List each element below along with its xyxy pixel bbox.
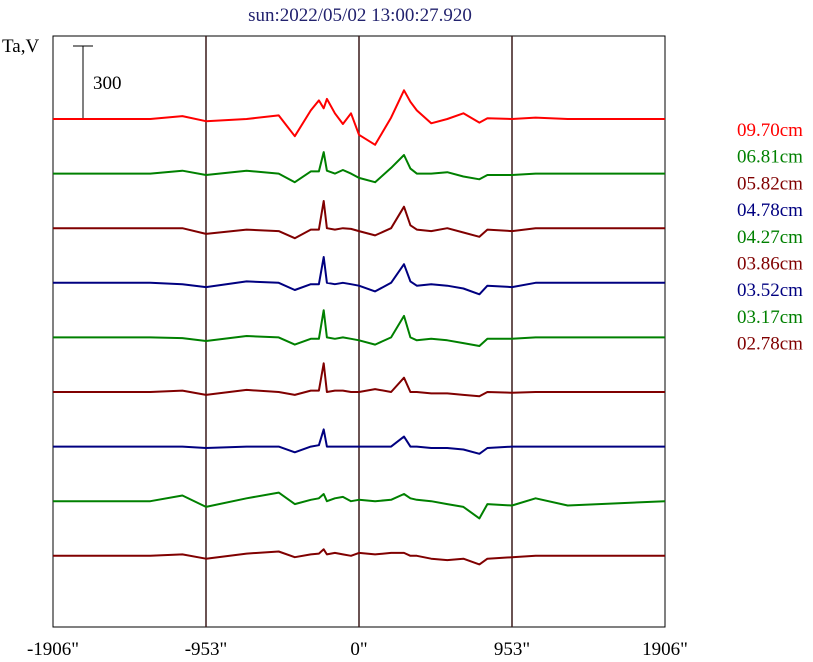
series-line-09.70cm	[53, 89, 665, 146]
chart-title: sun:2022/05/02 13:00:27.920	[248, 5, 472, 26]
legend-item: 06.81cm	[737, 147, 803, 168]
legend-item: 03.52cm	[737, 280, 803, 301]
legend-item: 04.78cm	[737, 200, 803, 221]
x-tick-label: -953"	[185, 639, 228, 660]
series-line-05.82cm	[53, 200, 665, 240]
series-line-03.17cm	[53, 491, 666, 520]
series-line-04.78cm	[53, 256, 665, 296]
scale-bar-label: 300	[93, 73, 122, 94]
series-line-04.27cm	[53, 309, 665, 347]
legend-item: 05.82cm	[737, 173, 803, 194]
series-line-03.52cm	[53, 428, 665, 455]
legend-item: 02.78cm	[737, 334, 803, 355]
legend-item: 04.27cm	[737, 227, 803, 248]
y-axis-label: Ta,V	[2, 36, 39, 57]
scale-bar	[73, 45, 93, 120]
vertical-reference-lines	[205, 36, 513, 627]
legend-item: 03.17cm	[737, 307, 803, 328]
legend: 09.70cm 06.81cm 05.82cm 04.78cm 04.27cm 03.86…	[737, 120, 803, 355]
x-tick-label: 953"	[494, 639, 530, 660]
x-tick-label: 0"	[350, 639, 367, 660]
series-line-03.86cm	[53, 362, 665, 398]
legend-item: 09.70cm	[737, 120, 803, 141]
x-tick-labels: -1906" -953" 0" 953" 1906"	[27, 639, 688, 660]
x-tick-label: -1906"	[27, 639, 79, 660]
series-line-02.78cm	[53, 548, 665, 566]
legend-item: 03.86cm	[737, 254, 803, 275]
series-line-06.81cm	[53, 151, 665, 184]
x-tick-label: 1906"	[642, 639, 688, 660]
series-group	[53, 89, 666, 566]
